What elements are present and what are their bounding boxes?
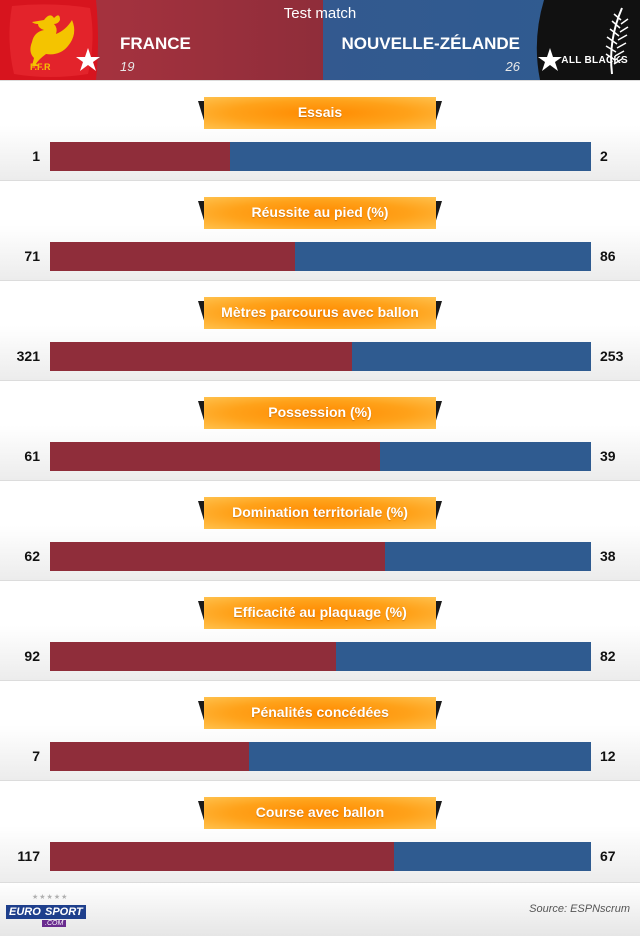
footer: ★★★★★ EURO SPORT .COM Source: ESPNscrum [0, 882, 640, 936]
banner-fold-left [198, 801, 206, 827]
stat-label-banner: Efficacité au plaquage (%) [198, 597, 442, 629]
ffr-rooster-logo: F.F.R [0, 0, 100, 80]
stat-label: Pénalités concédées [204, 697, 436, 729]
banner-fold-left [198, 601, 206, 627]
stat-value-right: 82 [600, 648, 616, 664]
banner-fold-right [434, 701, 442, 727]
eurosport-logo-sport: SPORT [42, 905, 86, 919]
stat-value-right: 67 [600, 848, 616, 864]
banner-fold-right [434, 101, 442, 127]
stat-bar-left-segment [50, 742, 249, 771]
stat-label: Mètres parcourus avec ballon [204, 297, 436, 329]
stat-row: Essais 1 2 [0, 80, 640, 180]
stat-bar-right-segment [50, 242, 591, 271]
stat-label-banner: Réussite au pied (%) [198, 197, 442, 229]
stat-value-left: 61 [24, 448, 40, 464]
stat-bar-left-segment [50, 442, 380, 471]
stat-row: Pénalités concédées 7 12 [0, 680, 640, 780]
stat-value-left: 92 [24, 648, 40, 664]
team-right-name: NOUVELLE-ZÉLANDE [341, 34, 521, 53]
ffr-logo-text: F.F.R [30, 62, 51, 72]
stat-bar-right-segment [50, 342, 591, 371]
stat-bar-right-segment [50, 642, 591, 671]
stat-label-banner: Course avec ballon [198, 797, 442, 829]
stat-bar-left-segment [50, 242, 295, 271]
all-blacks-logo-text: ALL BLACKS [561, 55, 628, 66]
stat-label: Course avec ballon [204, 797, 436, 829]
banner-fold-right [434, 301, 442, 327]
eurosport-logo-euro: EURO [6, 905, 44, 919]
stat-label: Domination territoriale (%) [204, 497, 436, 529]
stat-bar-right-segment [50, 142, 591, 171]
banner-fold-right [434, 401, 442, 427]
stat-value-left: 117 [17, 848, 40, 864]
stat-label-banner: Mètres parcourus avec ballon [198, 297, 442, 329]
stat-label: Possession (%) [204, 397, 436, 429]
stat-value-left: 62 [24, 548, 40, 564]
stat-bar-right-segment [50, 742, 591, 771]
eurosport-logo: ★★★★★ EURO SPORT .COM [6, 893, 86, 929]
stat-label-banner: Pénalités concédées [198, 697, 442, 729]
stat-value-left: 71 [24, 248, 40, 264]
stat-bar-right-segment [50, 842, 591, 871]
banner-fold-right [434, 501, 442, 527]
stat-row: Efficacité au plaquage (%) 92 82 [0, 580, 640, 680]
stat-value-right: 86 [600, 248, 616, 264]
banner-fold-right [434, 801, 442, 827]
stat-row: Domination territoriale (%) 62 38 [0, 480, 640, 580]
banner-fold-left [198, 701, 206, 727]
stat-label-banner: Essais [198, 97, 442, 129]
stat-value-right: 12 [600, 748, 616, 764]
banner-fold-left [198, 201, 206, 227]
team-right-score: 26 [505, 59, 520, 74]
banner-fold-left [198, 401, 206, 427]
banner-fold-right [434, 601, 442, 627]
stat-value-left: 7 [32, 748, 40, 764]
stat-value-right: 253 [600, 348, 624, 364]
stat-value-left: 1 [32, 148, 40, 164]
stat-bar-left-segment [50, 842, 394, 871]
stat-bar-left-segment [50, 542, 385, 571]
stat-value-right: 38 [600, 548, 616, 564]
stat-row: Réussite au pied (%) 71 86 [0, 180, 640, 280]
stat-bar-left-segment [50, 642, 336, 671]
stat-label-banner: Possession (%) [198, 397, 442, 429]
header: F.F.R ALL BLACKS Test match FRANCE NOUVE… [0, 0, 640, 80]
team-left-name: FRANCE [120, 34, 191, 53]
stat-bar-left-segment [50, 142, 230, 171]
stat-label-banner: Domination territoriale (%) [198, 497, 442, 529]
stat-bar-left-segment [50, 342, 352, 371]
stat-label: Réussite au pied (%) [204, 197, 436, 229]
stat-row: Mètres parcourus avec ballon 321 253 [0, 280, 640, 380]
banner-fold-left [198, 501, 206, 527]
banner-fold-left [198, 301, 206, 327]
match-title: Test match [283, 5, 357, 22]
stat-label: Efficacité au plaquage (%) [204, 597, 436, 629]
stat-row: Possession (%) 61 39 [0, 380, 640, 480]
stat-bar-right-segment [50, 442, 591, 471]
eurosport-logo-suffix: .COM [42, 920, 67, 927]
team-left-score: 19 [120, 59, 135, 74]
banner-fold-right [434, 201, 442, 227]
stat-label: Essais [204, 97, 436, 129]
stat-row: Course avec ballon 117 67 [0, 780, 640, 882]
stat-value-right: 39 [600, 448, 616, 464]
banner-fold-left [198, 101, 206, 127]
stat-bar-right-segment [50, 542, 591, 571]
source-note: Source: ESPNscrum [529, 903, 630, 915]
stat-value-left: 321 [16, 348, 40, 364]
stars-icon: ★★★★★ [32, 894, 69, 901]
all-blacks-fern-logo [536, 0, 640, 80]
stat-value-right: 2 [600, 148, 608, 164]
